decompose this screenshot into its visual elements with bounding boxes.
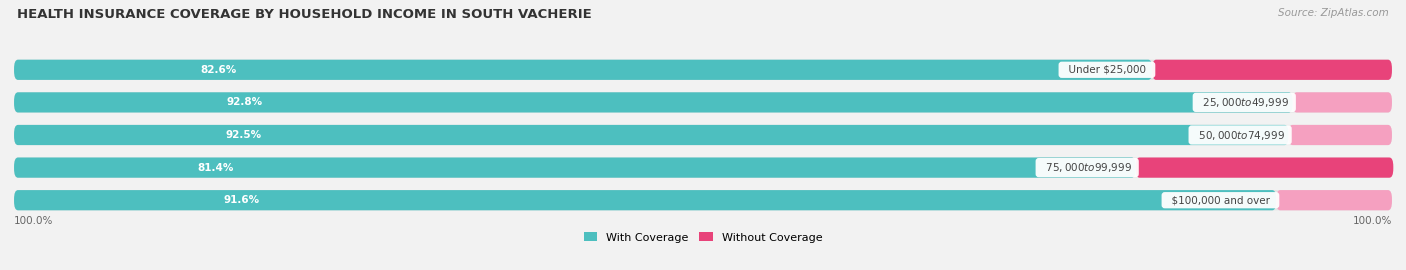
FancyBboxPatch shape [14,157,1136,178]
FancyBboxPatch shape [14,92,1292,113]
FancyBboxPatch shape [14,190,1277,210]
FancyBboxPatch shape [14,60,1152,80]
Text: 100.0%: 100.0% [14,216,53,226]
Text: $75,000 to $99,999: $75,000 to $99,999 [1039,161,1136,174]
Text: $50,000 to $74,999: $50,000 to $74,999 [1192,129,1289,141]
Text: $25,000 to $49,999: $25,000 to $49,999 [1195,96,1292,109]
FancyBboxPatch shape [1152,60,1392,80]
FancyBboxPatch shape [14,190,1392,210]
FancyBboxPatch shape [14,125,1289,145]
Text: 100.0%: 100.0% [1353,216,1392,226]
Text: Under $25,000: Under $25,000 [1062,65,1152,75]
Legend: With Coverage, Without Coverage: With Coverage, Without Coverage [579,228,827,247]
FancyBboxPatch shape [14,157,1392,178]
Text: 92.5%: 92.5% [225,130,262,140]
Text: 91.6%: 91.6% [224,195,259,205]
Text: 82.6%: 82.6% [201,65,238,75]
Text: Source: ZipAtlas.com: Source: ZipAtlas.com [1278,8,1389,18]
FancyBboxPatch shape [1289,125,1392,145]
FancyBboxPatch shape [1277,190,1392,210]
FancyBboxPatch shape [14,125,1392,145]
FancyBboxPatch shape [1136,157,1393,178]
Text: HEALTH INSURANCE COVERAGE BY HOUSEHOLD INCOME IN SOUTH VACHERIE: HEALTH INSURANCE COVERAGE BY HOUSEHOLD I… [17,8,592,21]
Text: 81.4%: 81.4% [198,163,235,173]
FancyBboxPatch shape [1292,92,1392,113]
FancyBboxPatch shape [14,60,1392,80]
Text: 92.8%: 92.8% [226,97,263,107]
Text: $100,000 and over: $100,000 and over [1164,195,1277,205]
FancyBboxPatch shape [14,92,1392,113]
